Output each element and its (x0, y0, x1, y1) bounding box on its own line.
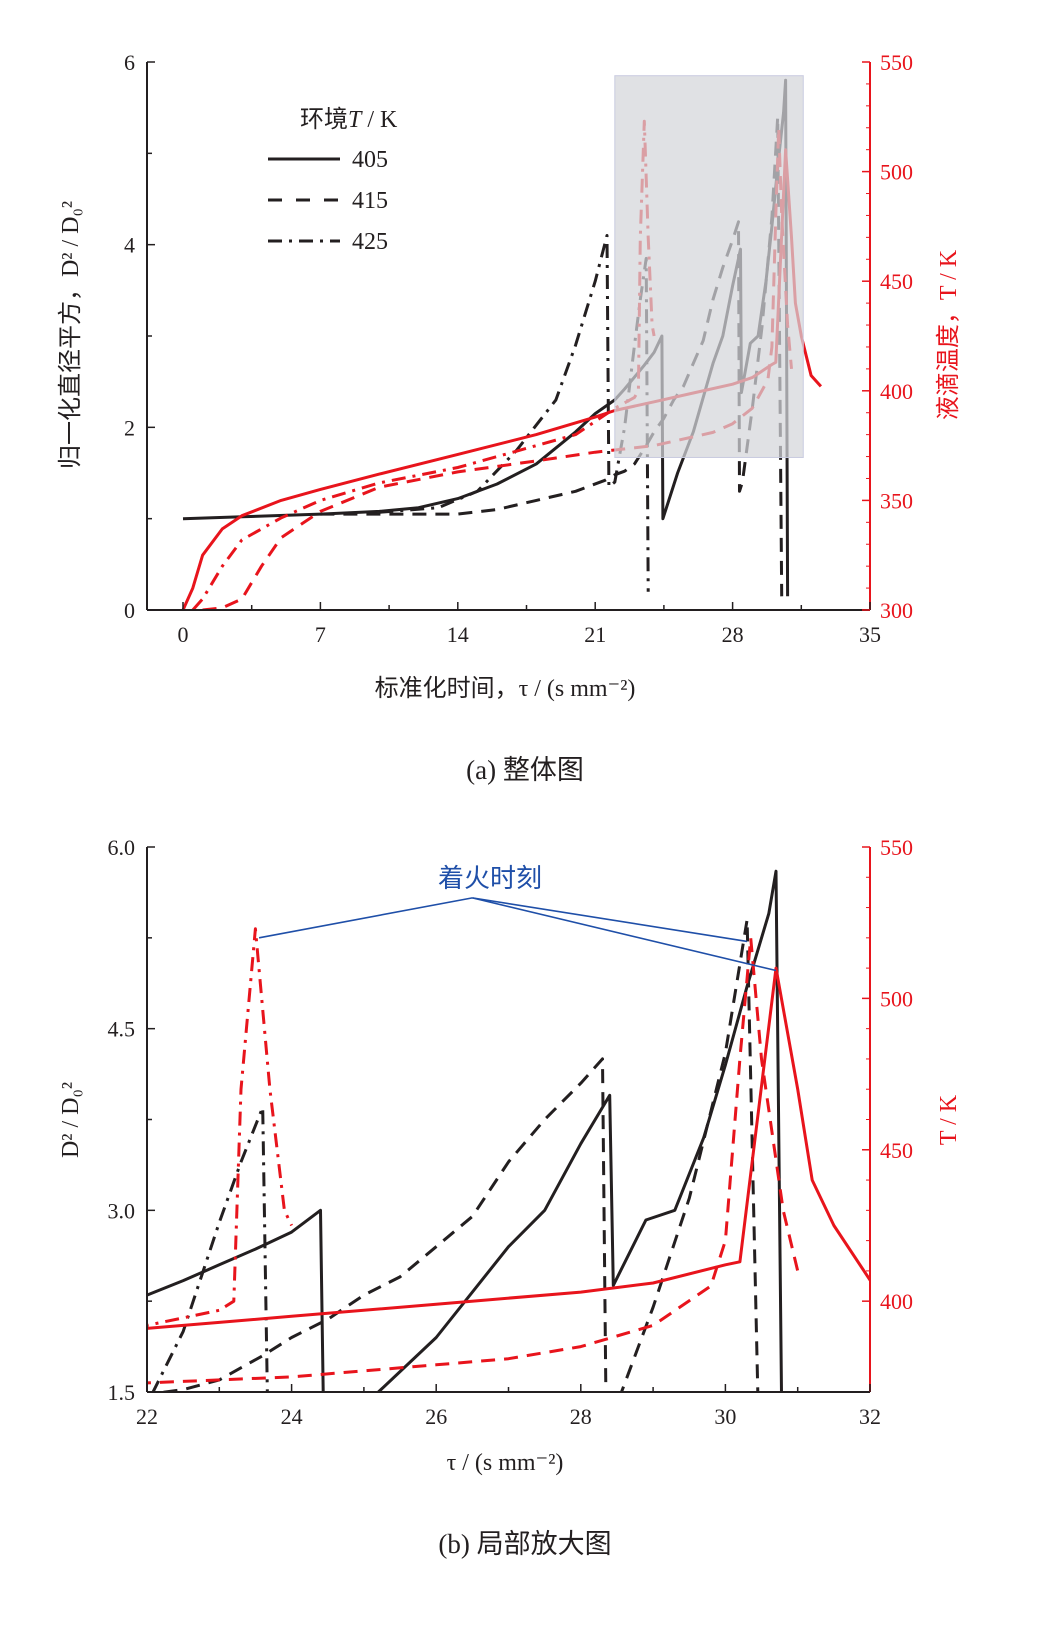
y2-tick-label: 400 (880, 1289, 913, 1314)
x-tick-label: 7 (315, 622, 326, 647)
legend-label-425: 425 (352, 229, 388, 255)
y2-tick-label: 350 (880, 488, 913, 513)
x-tick-label: 21 (584, 622, 606, 647)
caption-b: (b) 局部放大图 (438, 1529, 612, 1559)
y-tick-label: 4.5 (108, 1017, 136, 1042)
x-tick-label: 28 (722, 622, 744, 647)
x-tick-label: 35 (859, 622, 881, 647)
y2-axis-title: 液滴温度，T / K (935, 249, 962, 420)
x-tick-label: 0 (178, 622, 189, 647)
y2-tick-label: 300 (880, 598, 913, 623)
x-tick-label: 32 (859, 1404, 881, 1429)
plot-area (147, 869, 870, 1392)
x-tick-label: 14 (447, 622, 469, 647)
y2-tick-label: 500 (880, 160, 913, 185)
legend-title: 环境T / K (300, 106, 398, 133)
y-axis-title: D² / D₀² (58, 1082, 84, 1158)
series-red-415-dashed (147, 936, 800, 1385)
caption-a: (a) 整体图 (466, 755, 584, 785)
x-tick-label: 28 (570, 1404, 592, 1429)
series-black-415-dashed (153, 918, 760, 1392)
y2-tick-label: 450 (880, 1138, 913, 1163)
x-tick-label: 22 (136, 1404, 158, 1429)
y-tick-label: 4 (124, 233, 135, 258)
y-tick-label: 1.5 (108, 1380, 136, 1405)
x-axis-title: 标准化时间，τ / (s mm⁻²) (375, 675, 636, 702)
legend-label-415: 415 (352, 188, 388, 214)
y2-tick-label: 550 (880, 50, 913, 75)
y-tick-label: 0 (124, 598, 135, 623)
y-tick-label: 2 (124, 415, 135, 440)
ignition-annotation-line-0 (258, 897, 473, 939)
y2-tick-label: 500 (880, 986, 913, 1011)
y2-axis-title: T / K (936, 1094, 962, 1145)
y2-tick-label: 450 (880, 269, 913, 294)
y-tick-label: 3.0 (108, 1198, 136, 1223)
y2-tick-label: 400 (880, 379, 913, 404)
ignition-annotation-line-1 (472, 897, 748, 943)
series-black-425-dashdot (151, 1105, 269, 1392)
series-red-405-solid (147, 966, 870, 1330)
zoom-highlight-box (614, 75, 804, 458)
legend-label-405: 405 (352, 147, 388, 173)
ignition-annotation-label: 着火时刻 (438, 864, 542, 893)
x-tick-label: 30 (714, 1404, 736, 1429)
series-black-425-dashdot (379, 234, 650, 592)
y-tick-label: 6 (124, 50, 135, 75)
series-red-425-dashdot (147, 927, 293, 1327)
chart-overall: 环境T / K 标准化时间，τ / (s mm⁻²) 归一化直径平方，D² / … (57, 50, 962, 702)
ignition-annotation-line-2 (472, 897, 777, 972)
y2-tick-label: 550 (880, 835, 913, 860)
y-tick-label: 6.0 (108, 835, 136, 860)
x-axis-title: τ / (s mm⁻²) (447, 1450, 564, 1476)
x-tick-label: 26 (425, 1404, 447, 1429)
y-axis-title: 归一化直径平方，D² / D₀² (57, 201, 84, 469)
series-black-405-solid (147, 869, 783, 1392)
x-tick-label: 24 (281, 1404, 303, 1429)
